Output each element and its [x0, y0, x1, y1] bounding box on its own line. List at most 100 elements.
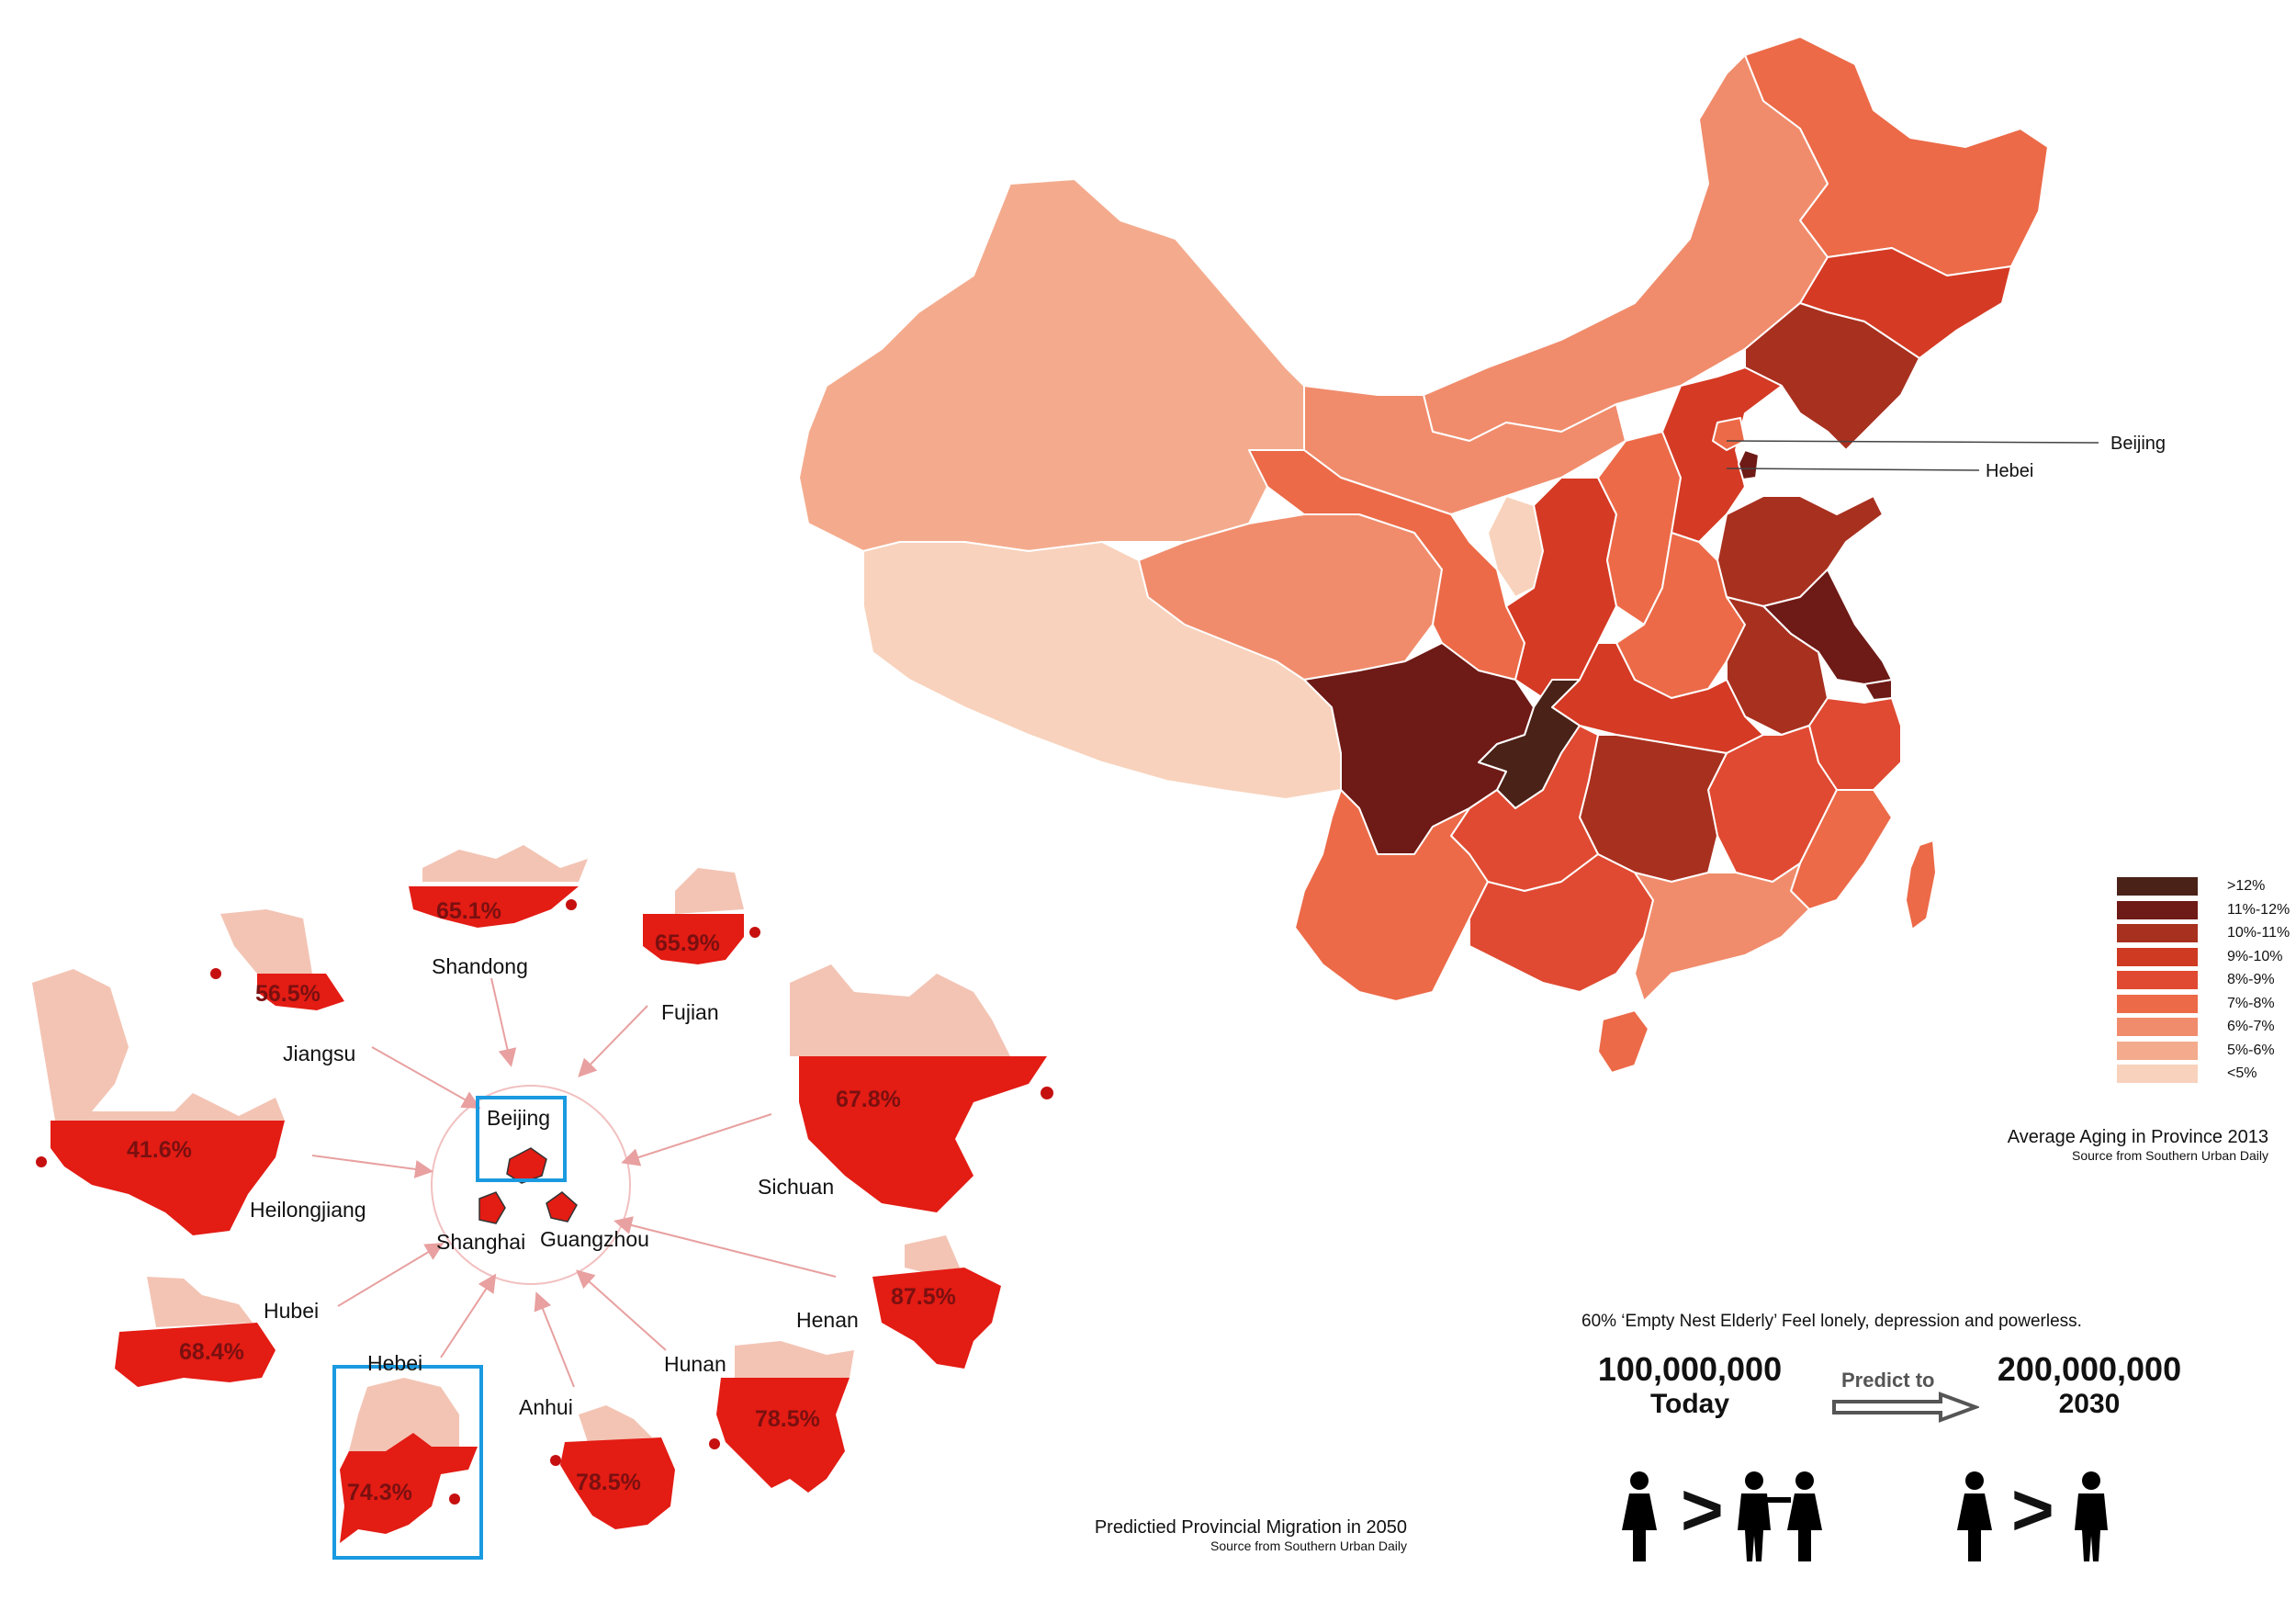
callout-label-beijing: Beijing	[2110, 434, 2167, 454]
legend-label: 7%-8%	[2227, 995, 2275, 1011]
legend-swatch	[2117, 924, 2198, 942]
legend-swatch	[2117, 1041, 2198, 1060]
province-shape-shandong	[409, 845, 588, 928]
legend-item: 7%-8%	[2117, 994, 2296, 1015]
region-hebei	[1661, 366, 1783, 543]
legend-swatch	[2117, 947, 2198, 966]
legend-label: <5%	[2227, 1065, 2257, 1081]
center-shape-shanghai	[478, 1191, 506, 1224]
province-label-henan: Henan	[796, 1308, 859, 1332]
province-shape-henan	[872, 1235, 1001, 1369]
province-label-heilongjiang: Heilongjiang	[250, 1198, 366, 1222]
province-percent-fujian: 65.9%	[655, 930, 720, 956]
center-shape-guangzhou	[546, 1191, 578, 1223]
province-label-fujian: Fujian	[661, 1000, 719, 1024]
province-label-anhui: Anhui	[519, 1395, 573, 1419]
legend-label: 8%-9%	[2227, 972, 2275, 987]
region-taiwan	[1905, 840, 1937, 930]
province-label-jiangsu: Jiangsu	[283, 1042, 355, 1065]
people-comparison-future	[1957, 1471, 2108, 1561]
region-guangdong	[1634, 862, 1810, 1002]
province-percent-hunan: 78.5%	[755, 1406, 820, 1432]
legend-label: >12%	[2227, 878, 2266, 894]
map-caption-source: Source from Southern Urban Daily	[2072, 1148, 2268, 1163]
region-yunnan	[1294, 789, 1489, 1002]
region-tianjin	[1738, 449, 1760, 480]
legend-label: 11%-12%	[2227, 901, 2290, 918]
predict-arrow-icon	[1832, 1392, 1979, 1423]
province-label-hunan: Hunan	[664, 1352, 726, 1376]
compare-symbol-future: >	[2011, 1469, 2054, 1550]
map-caption: Average Aging in Province 2013 Source fr…	[2008, 1127, 2268, 1163]
legend-item: >12%	[2117, 877, 2296, 897]
migration-center-ring	[431, 1085, 631, 1285]
province-percent-shandong: 65.1%	[436, 898, 501, 924]
legend-item: 9%-10%	[2117, 947, 2296, 968]
province-shape-sichuan	[790, 964, 1053, 1212]
region-hainan	[1597, 1009, 1649, 1074]
arrow-jiangsu	[371, 1046, 481, 1109]
legend-label: 6%-7%	[2227, 1019, 2275, 1034]
province-percent-henan: 87.5%	[891, 1284, 956, 1310]
legend-label: 5%-6%	[2227, 1042, 2275, 1058]
people-comparison-today	[1622, 1471, 1822, 1561]
province-label-shandong: Shandong	[432, 954, 528, 978]
legend-item: 8%-9%	[2117, 971, 2296, 991]
future-value: 200,000,000	[1997, 1350, 2182, 1388]
province-shape-anhui	[550, 1405, 675, 1529]
callout-line-beijing	[1726, 440, 2099, 444]
hebei-highlight-box	[332, 1365, 483, 1560]
legend-item: <5%	[2117, 1065, 2296, 1085]
arrow-fujian	[578, 1005, 648, 1077]
center-label-shanghai: Shanghai	[436, 1230, 525, 1254]
legend-label: 9%-10%	[2227, 948, 2283, 964]
map-caption-title: Average Aging in Province 2013	[2007, 1127, 2268, 1147]
woman-icon	[1787, 1471, 1822, 1561]
province-shape-jiangsu	[210, 909, 344, 1010]
arrow-sichuan	[621, 1113, 772, 1167]
center-label-beijing: Beijing	[487, 1106, 550, 1130]
compare-symbol-today: >	[1681, 1469, 1724, 1550]
arrow-anhui	[534, 1291, 575, 1388]
legend-item: 11%-12%	[2117, 900, 2296, 921]
legend-swatch	[2117, 1065, 2198, 1083]
arrow-hunan	[576, 1269, 667, 1351]
migration-caption-title: Predictied Provincial Migration in 2050	[1094, 1517, 1407, 1538]
arrow-shandong	[490, 977, 517, 1067]
arrow-hebei	[440, 1273, 497, 1358]
legend-swatch	[2117, 994, 2198, 1013]
predict-label: Predict to	[1841, 1369, 1935, 1392]
province-shape-heilongjiang	[32, 969, 285, 1235]
arrow-henan	[613, 1216, 837, 1278]
woman-icon	[1622, 1471, 1657, 1561]
beijing-highlight-box	[476, 1096, 567, 1182]
province-shape-hunan	[709, 1341, 854, 1493]
woman-icon	[1957, 1471, 1992, 1561]
center-shape-beijing	[506, 1147, 547, 1184]
today-value: 100,000,000	[1597, 1350, 1783, 1388]
stats-headline: 60% ‘Empty Nest Elderly’ Feel lonely, de…	[1581, 1312, 2082, 1331]
callout-label-hebei: Hebei	[1986, 461, 2034, 481]
province-percent-sichuan: 67.8%	[836, 1087, 901, 1112]
legend-item: 6%-7%	[2117, 1018, 2296, 1038]
region-guangxi	[1469, 853, 1654, 993]
man-icon	[2075, 1471, 2108, 1561]
province-label-hubei: Hubei	[264, 1299, 319, 1323]
region-hubei	[1551, 642, 1764, 754]
province-shape-hebei	[340, 1378, 478, 1543]
arrow-hubei	[337, 1242, 445, 1307]
province-percent-anhui: 78.5%	[576, 1470, 641, 1495]
legend-swatch	[2117, 1018, 2198, 1036]
arrow-heilongjiang	[311, 1155, 433, 1178]
today-label: Today	[1649, 1389, 1730, 1419]
legend-swatch	[2117, 900, 2198, 919]
province-shape-hubei	[115, 1277, 276, 1387]
province-percent-heilongjiang: 41.6%	[127, 1137, 192, 1163]
province-percent-hebei: 74.3%	[347, 1480, 412, 1505]
province-shape-fujian	[643, 868, 760, 964]
province-label-sichuan: Sichuan	[758, 1175, 834, 1199]
migration-caption: Predictied Provincial Migration in 2050 …	[974, 1517, 1407, 1553]
province-label-hebei: Hebei	[367, 1351, 422, 1375]
province-percent-hubei: 68.4%	[179, 1339, 244, 1365]
